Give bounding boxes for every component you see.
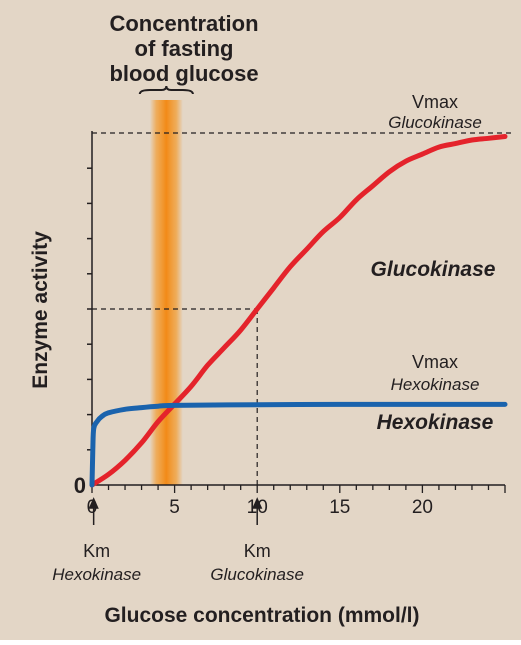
series-label-glucokinase: Glucokinase (371, 258, 496, 281)
km-hexokinase-label: Km (83, 541, 110, 561)
series-line-hexokinase (89, 401, 508, 488)
km-glucokinase-label: Km (244, 541, 271, 561)
y-axis-label: Enzyme activity (29, 231, 52, 389)
band-title-line-2: of fasting (135, 36, 234, 61)
band-brace (138, 85, 194, 95)
km-glucokinase-enzyme: Glucokinase (210, 565, 304, 584)
x-tick-label: 15 (329, 497, 350, 518)
km-glucokinase-arrow (252, 497, 263, 525)
vmax-glucokinase-enzyme: Glucokinase (388, 113, 482, 132)
fasting-glucose-band (149, 100, 183, 485)
series-line-glucokinase (89, 134, 508, 488)
band-title-line-3: blood glucose (109, 61, 258, 86)
band-title-line-1: Concentration (109, 11, 258, 36)
x-axis-label: Glucose concentration (mmol/l) (104, 604, 419, 627)
vmax-hexokinase-label: Vmax (412, 352, 458, 372)
y-axis-ticks (87, 167, 92, 451)
km-hexokinase-enzyme: Hexokinase (52, 565, 141, 584)
series-label-hexokinase: Hexokinase (377, 411, 494, 434)
km-hexokinase-arrow (88, 497, 99, 525)
vmax-hexokinase-enzyme: Hexokinase (391, 375, 480, 394)
vmax-glucokinase-label: Vmax (412, 92, 458, 112)
y-tick-label-0: 0 (74, 473, 86, 498)
x-tick-label: 5 (169, 497, 180, 518)
x-tick-label: 20 (412, 497, 433, 518)
